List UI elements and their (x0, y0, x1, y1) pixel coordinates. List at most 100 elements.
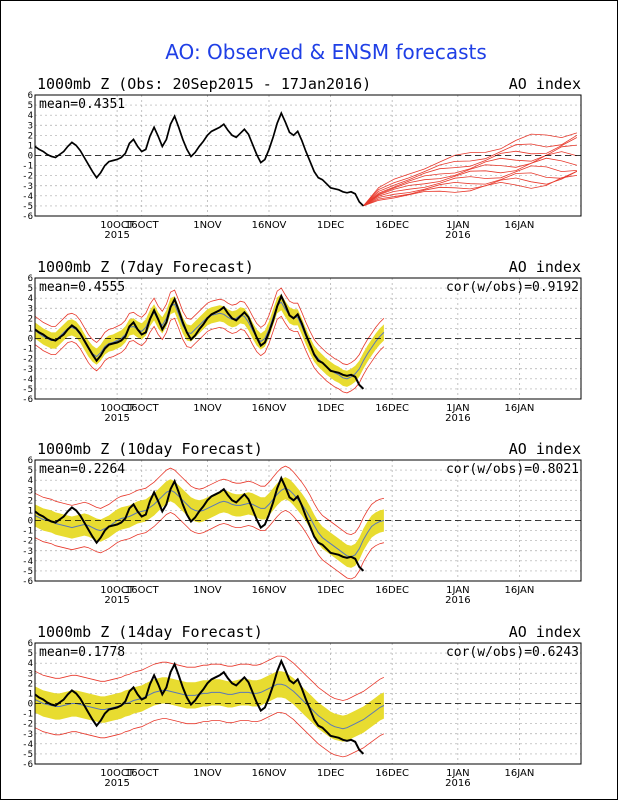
y-tick-label: 0 (28, 700, 33, 710)
x-tick-label: 2016 (445, 230, 470, 241)
y-tick-label: -6 (22, 760, 33, 770)
y-tick-label: 2 (28, 496, 33, 506)
plot-border (34, 277, 582, 400)
panel-title: 1000mb Z (14day Forecast) (37, 623, 263, 641)
chart-panel-1: 1000mb Z (Obs: 20Sep2015 - 17Jan2016) AO … (22, 75, 582, 241)
x-tick-label: 16OCT (125, 768, 160, 779)
observed-line (34, 111, 364, 207)
x-tick-label: 1JAN (446, 220, 469, 231)
chart-panel-2: 1000mb Z (7day Forecast) AO index6543210-… (22, 258, 582, 424)
y-tick-label: 6 (28, 274, 33, 284)
y-tick-label: -2 (22, 172, 33, 182)
y-tick-label: 6 (28, 639, 33, 649)
y-tick-label: 2 (28, 131, 33, 141)
envelope-lower (34, 509, 384, 580)
y-tick-label: -2 (22, 537, 33, 547)
x-tick-label: 16OCT (125, 403, 160, 414)
x-tick-label: 16DEC (375, 585, 409, 596)
x-tick-label: 1JAN (446, 403, 469, 414)
x-tick-label: 10OCT (100, 768, 135, 779)
x-tick-label: 2015 (104, 413, 129, 424)
ensemble-member-line (363, 137, 578, 207)
observed-line (34, 293, 365, 390)
spread-band (35, 671, 384, 742)
plot-border (34, 94, 582, 217)
x-tick-label: 1DEC (317, 768, 344, 779)
ensemble-member-line (363, 132, 578, 207)
figure-title: AO: Observed & ENSM forecasts (165, 40, 487, 64)
x-tick-label: 1NOV (193, 403, 222, 414)
envelope-upper (34, 287, 385, 366)
observed-line (34, 475, 365, 572)
x-tick-label: 2016 (445, 413, 470, 424)
stat-correlation: cor(w/obs)=0.8021 (446, 462, 579, 477)
y-tick-label: -1 (22, 710, 33, 720)
y-tick-label: 4 (28, 294, 33, 304)
x-tick-label: 16JAN (505, 220, 535, 231)
ensemble-member-line (363, 151, 578, 207)
y-tick-label: 5 (28, 649, 33, 659)
x-tick-label: 2015 (104, 778, 129, 789)
x-tick-label: 16JAN (505, 585, 535, 596)
stat-correlation: cor(w/obs)=0.6243 (446, 645, 579, 660)
y-tick-label: -3 (22, 182, 33, 192)
y-tick-label: 4 (28, 476, 33, 486)
y-tick-label: 2 (28, 679, 33, 689)
forecast-mean-line (34, 683, 385, 730)
panel-right-label: AO index (509, 623, 581, 641)
panel-title: 1000mb Z (7day Forecast) (37, 258, 254, 276)
y-tick-label: -4 (22, 557, 33, 567)
y-tick-label: 3 (28, 304, 33, 314)
y-tick-label: -5 (22, 202, 33, 212)
y-tick-label: 5 (28, 284, 33, 294)
panel-right-label: AO index (509, 440, 581, 458)
y-tick-label: 1 (28, 506, 33, 516)
y-tick-label: -2 (22, 720, 33, 730)
x-tick-label: 1DEC (317, 220, 344, 231)
x-tick-label: 16OCT (125, 220, 160, 231)
y-tick-label: -4 (22, 192, 33, 202)
x-tick-label: 2016 (445, 595, 470, 606)
forecast-mean-line (34, 487, 385, 558)
y-tick-label: -5 (22, 385, 33, 395)
y-tick-label: 1 (28, 141, 33, 151)
y-tick-label: 6 (28, 91, 33, 101)
y-tick-label: -1 (22, 162, 33, 172)
ensemble-member-line (363, 175, 577, 207)
observed-line (34, 658, 365, 755)
y-tick-label: -5 (22, 567, 33, 577)
y-tick-label: 3 (28, 486, 33, 496)
y-tick-label: 0 (28, 335, 33, 345)
y-tick-label: -3 (22, 365, 33, 375)
envelope-upper (34, 655, 385, 701)
x-tick-label: 16NOV (252, 220, 287, 231)
spread-band (35, 477, 384, 568)
x-tick-label: 2015 (104, 230, 129, 241)
x-tick-label: 16NOV (252, 403, 287, 414)
ensemble-member-line (363, 165, 577, 207)
y-tick-label: 2 (28, 314, 33, 324)
chart-panel-4: 1000mb Z (14day Forecast) AO index6543210… (22, 623, 582, 789)
ensemble-member-line (363, 157, 578, 207)
envelope-lower (34, 712, 385, 758)
x-tick-label: 1DEC (317, 585, 344, 596)
y-tick-label: -5 (22, 750, 33, 760)
y-tick-label: 6 (28, 456, 33, 466)
x-tick-label: 16JAN (505, 403, 535, 414)
panel-right-label: AO index (509, 75, 581, 93)
x-tick-label: 1NOV (193, 220, 222, 231)
x-tick-label: 16NOV (252, 768, 287, 779)
x-tick-label: 2015 (104, 595, 129, 606)
ensemble-member-line (363, 134, 578, 207)
x-tick-label: 16OCT (125, 585, 160, 596)
stat-mean: mean=0.4351 (39, 97, 125, 112)
x-tick-label: 10OCT (100, 220, 135, 231)
x-tick-label: 16DEC (375, 403, 409, 414)
y-tick-label: 1 (28, 324, 33, 334)
ensemble-member-line (363, 144, 577, 207)
y-tick-label: 0 (28, 152, 33, 162)
x-tick-label: 16DEC (375, 768, 409, 779)
plot-border (34, 459, 582, 582)
y-tick-label: 5 (28, 101, 33, 111)
